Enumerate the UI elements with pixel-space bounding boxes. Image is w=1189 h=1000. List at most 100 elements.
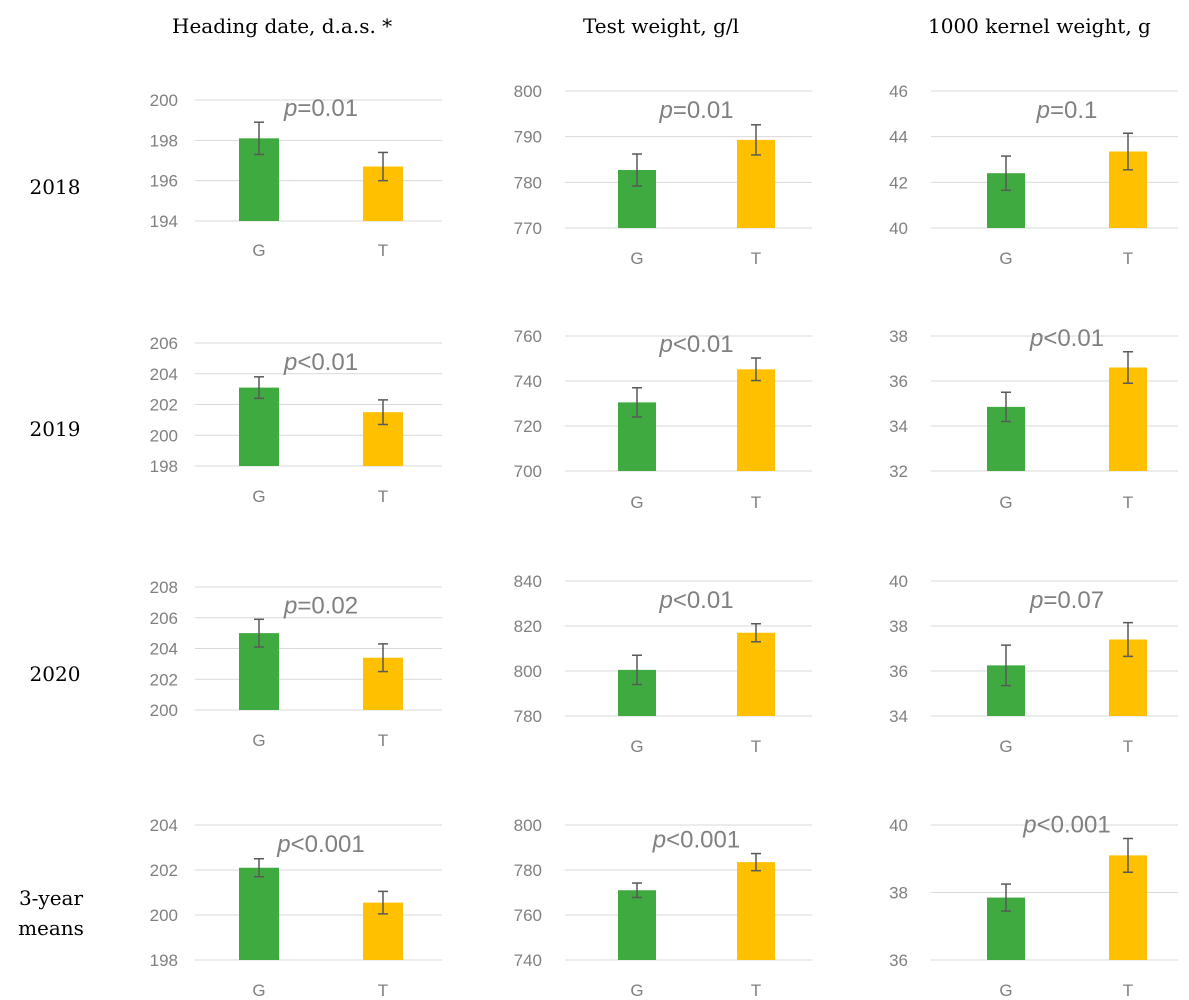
y-tick-label: 780 bbox=[514, 173, 542, 192]
error-bar-g bbox=[254, 121, 264, 156]
y-tick-label: 40 bbox=[889, 816, 908, 835]
p-value-symbol: p bbox=[1036, 97, 1050, 124]
y-tick-label: 200 bbox=[150, 701, 178, 720]
category-label: G bbox=[999, 249, 1012, 268]
p-value-text: =0.01 bbox=[673, 97, 734, 124]
y-tick-label: 36 bbox=[889, 662, 908, 681]
y-tick-label: 760 bbox=[514, 906, 542, 925]
p-value-symbol: p bbox=[276, 831, 290, 858]
error-bar-t bbox=[751, 124, 761, 156]
p-value-symbol: p bbox=[1029, 325, 1043, 352]
p-value-text: <0.001 bbox=[1037, 812, 1111, 839]
y-tick-label: 38 bbox=[889, 617, 908, 636]
row-label-2019: 2019 bbox=[29, 417, 81, 441]
category-label: T bbox=[1123, 493, 1133, 512]
bar-g bbox=[618, 890, 656, 960]
error-bar-g bbox=[254, 858, 264, 878]
category-label: G bbox=[252, 241, 265, 260]
column-title-heading-date: Heading date, d.a.s. * bbox=[172, 14, 393, 38]
error-bar-g bbox=[632, 882, 642, 899]
y-tick-label: 38 bbox=[889, 884, 908, 903]
y-tick-label: 200 bbox=[150, 906, 178, 925]
y-tick-label: 32 bbox=[889, 462, 908, 481]
p-value-text: <0.001 bbox=[666, 827, 740, 854]
row-label-2018: 2018 bbox=[29, 175, 81, 199]
chart-2018-heading-date-d-a-s: 194 196 198 200 G Tp=0.01 bbox=[150, 91, 442, 260]
p-value-text: <0.01 bbox=[297, 349, 358, 376]
y-tick-label: 46 bbox=[889, 82, 908, 101]
p-value-text: =0.01 bbox=[297, 95, 358, 122]
p-value-annotation: p=0.1 bbox=[1036, 97, 1098, 124]
error-bar-g bbox=[254, 618, 264, 648]
category-label: G bbox=[999, 493, 1012, 512]
p-value-annotation: p<0.001 bbox=[652, 827, 740, 854]
error-bar-t bbox=[1123, 621, 1133, 658]
y-tick-label: 770 bbox=[514, 219, 542, 238]
p-value-symbol: p bbox=[283, 592, 297, 619]
y-tick-label: 202 bbox=[150, 670, 178, 689]
y-tick-label: 760 bbox=[514, 327, 542, 346]
chart-2019-test-weight-g-l: 700 720 740 760 G Tp<0.01 bbox=[514, 327, 812, 512]
p-value-text: <0.01 bbox=[1043, 325, 1104, 352]
p-value-symbol: p bbox=[1029, 587, 1043, 614]
category-label: G bbox=[630, 493, 643, 512]
error-bar-g bbox=[632, 153, 642, 187]
chart-2019-heading-date-d-a-s: 198 200 202 204 206 G Tp<0.01 bbox=[150, 334, 442, 506]
error-bar-g bbox=[1001, 391, 1011, 423]
category-label: G bbox=[999, 737, 1012, 756]
error-bar-g bbox=[1001, 644, 1011, 687]
category-label: G bbox=[252, 487, 265, 506]
p-value-annotation: p<0.01 bbox=[658, 587, 733, 614]
chart-3-year-means-test-weight-g-l: 740 760 780 800 G Tp<0.001 bbox=[514, 816, 812, 1000]
category-label: G bbox=[999, 981, 1012, 1000]
category-label: G bbox=[630, 981, 643, 1000]
y-tick-label: 198 bbox=[150, 131, 178, 150]
p-value-text: <0.01 bbox=[673, 587, 734, 614]
y-tick-label: 204 bbox=[150, 640, 178, 659]
p-value-text: =0.07 bbox=[1043, 587, 1104, 614]
error-bar-g bbox=[254, 376, 264, 400]
error-bar-g bbox=[1001, 883, 1011, 912]
y-tick-label: 800 bbox=[514, 816, 542, 835]
bar-t bbox=[737, 369, 775, 471]
p-value-symbol: p bbox=[658, 331, 672, 358]
y-tick-label: 40 bbox=[889, 219, 908, 238]
p-value-symbol: p bbox=[652, 827, 666, 854]
y-tick-label: 36 bbox=[889, 951, 908, 970]
p-value-symbol: p bbox=[283, 349, 297, 376]
y-tick-label: 780 bbox=[514, 861, 542, 880]
y-tick-label: 790 bbox=[514, 128, 542, 147]
p-value-symbol: p bbox=[658, 97, 672, 124]
y-tick-label: 720 bbox=[514, 417, 542, 436]
p-value-annotation: p<0.01 bbox=[658, 331, 733, 358]
category-label: T bbox=[378, 241, 388, 260]
y-tick-label: 800 bbox=[514, 82, 542, 101]
p-value-annotation: p<0.01 bbox=[1029, 325, 1104, 352]
category-label: G bbox=[252, 981, 265, 1000]
p-value-annotation: p<0.001 bbox=[276, 831, 364, 858]
p-value-text: =0.1 bbox=[1050, 97, 1097, 124]
y-tick-label: 202 bbox=[150, 396, 178, 415]
category-label: T bbox=[751, 493, 761, 512]
category-label: T bbox=[1123, 981, 1133, 1000]
bar-t bbox=[737, 632, 775, 716]
p-value-symbol: p bbox=[1022, 812, 1036, 839]
error-bar-g bbox=[632, 387, 642, 418]
error-bar-t bbox=[1123, 351, 1133, 384]
y-tick-label: 820 bbox=[514, 617, 542, 636]
y-tick-label: 44 bbox=[889, 128, 908, 147]
category-label: T bbox=[378, 487, 388, 506]
y-tick-label: 200 bbox=[150, 91, 178, 110]
y-tick-label: 800 bbox=[514, 662, 542, 681]
y-tick-label: 34 bbox=[889, 707, 908, 726]
y-tick-label: 204 bbox=[150, 816, 178, 835]
y-tick-label: 202 bbox=[150, 861, 178, 880]
bar-t bbox=[737, 862, 775, 960]
category-label: G bbox=[630, 249, 643, 268]
y-tick-label: 700 bbox=[514, 462, 542, 481]
category-label: T bbox=[378, 981, 388, 1000]
p-value-annotation: p=0.02 bbox=[283, 592, 358, 619]
category-label: T bbox=[751, 981, 761, 1000]
